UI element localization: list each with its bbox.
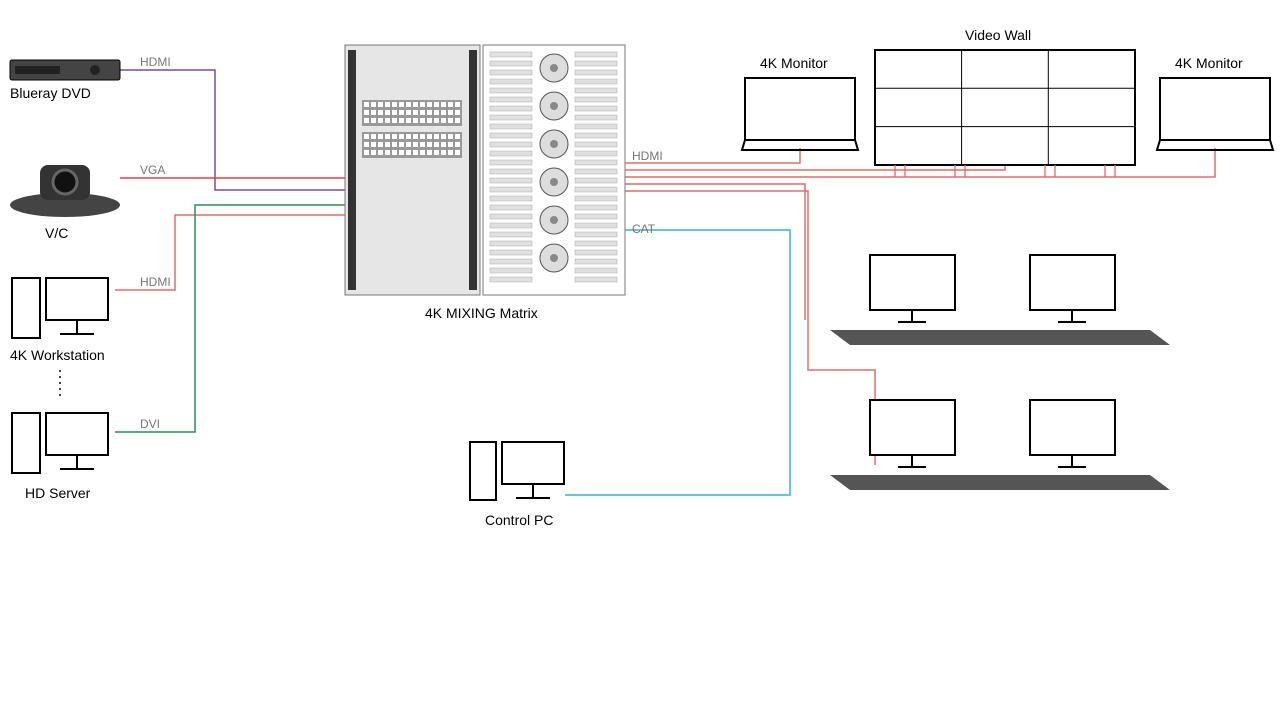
label-controlpc: Control PC xyxy=(485,512,553,528)
node-hdserver: HD Server xyxy=(12,413,108,501)
label-workstation: 4K Workstation xyxy=(10,347,105,363)
edge-matrix-desk2 xyxy=(625,191,875,465)
node-controlpc: Control PC xyxy=(470,442,564,528)
label-matrix: 4K MIXING Matrix xyxy=(425,305,538,321)
node-workstation: 4K Workstation xyxy=(10,278,108,363)
proto-hdmi-3: HDMI xyxy=(632,149,663,163)
node-desk1 xyxy=(830,255,1170,345)
proto-hdmi-2: HDMI xyxy=(140,275,171,289)
node-blueray: Blueray DVD xyxy=(10,60,120,101)
edge-matrix-desk1 xyxy=(625,184,805,320)
node-desk2 xyxy=(830,400,1170,490)
label-monitor-left: 4K Monitor xyxy=(760,55,828,71)
node-monitor-left: 4K Monitor xyxy=(742,55,858,150)
node-monitor-right: 4K Monitor xyxy=(1157,55,1273,150)
node-matrix: 4K MIXING Matrix xyxy=(345,45,625,321)
edge-hdserver-matrix xyxy=(115,205,345,432)
label-vc: V/C xyxy=(45,225,68,241)
node-vc: V/C xyxy=(10,165,120,241)
diagram-canvas: Blueray DVD V/C 4K Workstation HD Server xyxy=(0,0,1280,713)
node-videowall: Video Wall xyxy=(875,27,1135,177)
label-videowall: Video Wall xyxy=(965,27,1031,43)
label-blueray: Blueray DVD xyxy=(10,85,91,101)
proto-hdmi-1: HDMI xyxy=(140,55,171,69)
proto-dvi: DVI xyxy=(140,417,160,431)
proto-vga: VGA xyxy=(140,163,165,177)
label-monitor-right: 4K Monitor xyxy=(1175,55,1243,71)
label-hdserver: HD Server xyxy=(25,485,91,501)
proto-cat: CAT xyxy=(632,222,656,236)
